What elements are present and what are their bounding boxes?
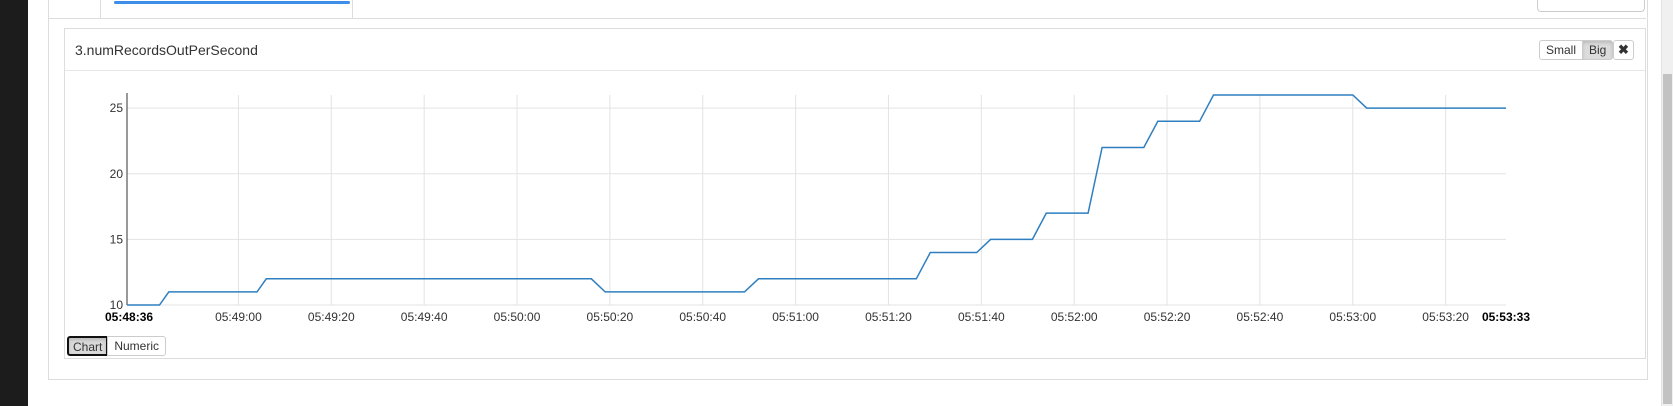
x-tick-label: 05:51:00 [772, 310, 819, 324]
x-tick-label: 05:50:20 [587, 310, 634, 324]
y-tick-label: 20 [110, 167, 124, 181]
y-tick-label: 15 [110, 232, 124, 246]
x-tick-label: 05:53:20 [1422, 310, 1469, 324]
view-toggle-group: Chart Numeric [67, 336, 167, 356]
x-tick-label: 05:50:00 [494, 310, 541, 324]
y-tick-label: 25 [110, 101, 124, 115]
series-line [127, 94, 1506, 306]
x-tick-label: 05:52:20 [1144, 310, 1191, 324]
tab-bar [48, 0, 1646, 19]
tab-active[interactable] [100, 0, 353, 18]
metric-header: 3.numRecordsOutPerSecond Small Big ✖ [65, 29, 1645, 71]
numeric-view-button[interactable]: Numeric [107, 336, 167, 356]
x-tick-label: 05:51:40 [958, 310, 1005, 324]
x-tick-label: 05:48:36 [105, 310, 153, 324]
line-chart: 10 15 20 25 05:48:36 05:49:00 05:49:20 05:49:40… [105, 93, 1530, 324]
left-edge-strip [0, 0, 28, 406]
x-tick-label: 05:52:00 [1051, 310, 1098, 324]
tab-previous[interactable] [48, 0, 101, 18]
big-size-button[interactable]: Big [1582, 40, 1614, 60]
x-tick-label: 05:49:40 [401, 310, 448, 324]
tab-active-indicator [114, 1, 350, 4]
metric-title: 3.numRecordsOutPerSecond [75, 42, 258, 58]
x-tick-label: 05:49:20 [308, 310, 355, 324]
chart-area: 10 15 20 25 05:48:36 05:49:00 05:49:20 05:49:40… [65, 71, 1645, 331]
x-tick-label: 05:49:00 [215, 310, 262, 324]
size-toggle-group: Small Big [1539, 40, 1614, 60]
x-tick-label: 05:51:20 [865, 310, 912, 324]
metric-panel: 3.numRecordsOutPerSecond Small Big ✖ 10 1… [64, 28, 1646, 359]
small-size-button[interactable]: Small [1539, 40, 1584, 60]
chart-view-button[interactable]: Chart [67, 336, 109, 356]
close-icon[interactable]: ✖ [1613, 40, 1634, 60]
x-tick-label: 05:53:00 [1329, 310, 1376, 324]
x-tick-label: 05:52:40 [1237, 310, 1284, 324]
scrollbar-thumb[interactable] [1663, 74, 1672, 404]
y-tick-label: 10 [110, 298, 124, 312]
top-right-control[interactable] [1537, 0, 1645, 12]
x-tick-label: 05:50:40 [679, 310, 726, 324]
x-tick-label: 05:53:33 [1482, 310, 1530, 324]
